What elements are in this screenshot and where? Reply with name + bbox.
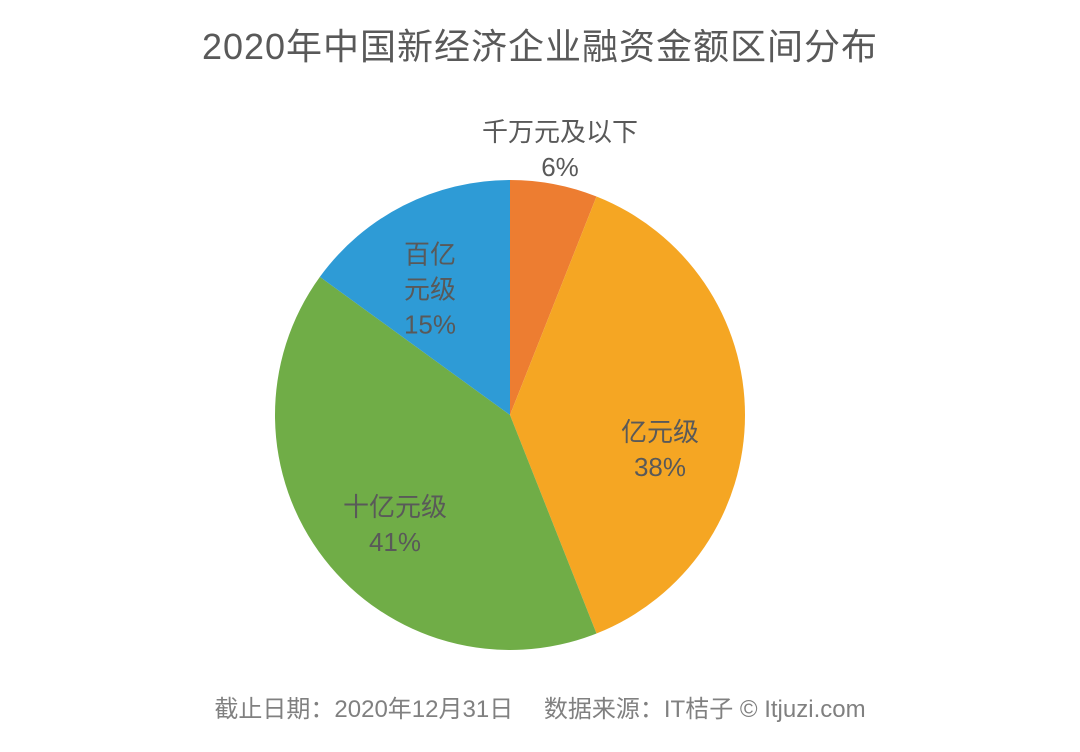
chart-container: 2020年中国新经济企业融资金额区间分布 截止日期：2020年12月31日 数据… xyxy=(0,0,1080,752)
slice-label: 百亿元级15% xyxy=(404,237,456,342)
slice-label: 亿元级38% xyxy=(621,415,699,485)
pie-chart xyxy=(0,0,1080,752)
chart-footer: 截止日期：2020年12月31日 数据来源：IT桔子 © Itjuzi.com xyxy=(0,689,1080,724)
slice-label: 十亿元级41% xyxy=(343,490,447,560)
slice-label: 千万元及以下6% xyxy=(482,115,638,185)
